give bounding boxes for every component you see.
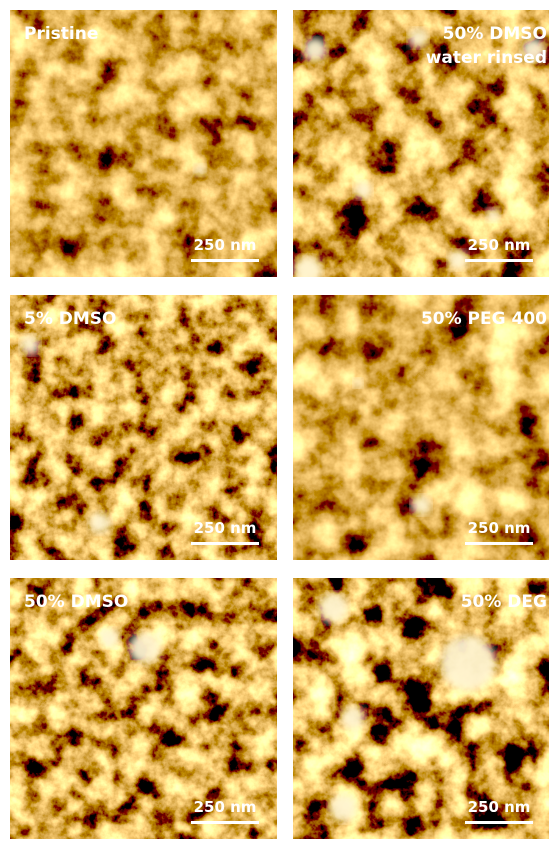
panel-label: 50% DMSO: [24, 592, 128, 612]
scale-bar: [191, 821, 259, 824]
scale-bar: [191, 542, 259, 545]
bright-feature: [318, 593, 348, 623]
panel-label: water rinsed: [426, 48, 547, 68]
scale-bar-label: 250 nm: [468, 236, 531, 254]
bright-feature: [354, 181, 372, 199]
bright-feature: [440, 635, 496, 691]
scale-bar-label: 250 nm: [194, 519, 257, 537]
bright-feature: [303, 38, 327, 62]
bright-feature: [411, 495, 431, 515]
bright-feature: [486, 208, 500, 222]
bright-feature: [129, 632, 161, 664]
scale-bar-label: 250 nm: [468, 798, 531, 816]
scale-bar: [465, 542, 533, 545]
scale-bar: [465, 821, 533, 824]
scale-bar: [191, 259, 259, 262]
bright-feature: [89, 512, 111, 534]
scale-bar: [465, 259, 533, 262]
panel-label: 50% DEG: [461, 592, 547, 612]
scale-bar-label: 250 nm: [194, 236, 257, 254]
bright-feature: [408, 28, 428, 48]
bright-feature: [294, 256, 322, 284]
bright-feature: [100, 628, 120, 648]
figure: Pristine 250 nm 50% DMSO water rinsed 250 nm…: [0, 0, 549, 839]
scale-bar-label: 250 nm: [194, 798, 257, 816]
bright-feature: [329, 794, 357, 822]
panel-label: 50% PEG 400: [421, 309, 547, 329]
panel-label: Pristine: [24, 24, 98, 44]
panel-label: 5% DMSO: [24, 309, 117, 329]
bright-feature: [20, 335, 40, 355]
bright-feature: [353, 378, 363, 388]
scale-bar-label: 250 nm: [468, 519, 531, 537]
bright-feature: [341, 706, 365, 730]
bright-feature: [194, 164, 206, 176]
panel-label: 50% DMSO: [443, 24, 547, 44]
